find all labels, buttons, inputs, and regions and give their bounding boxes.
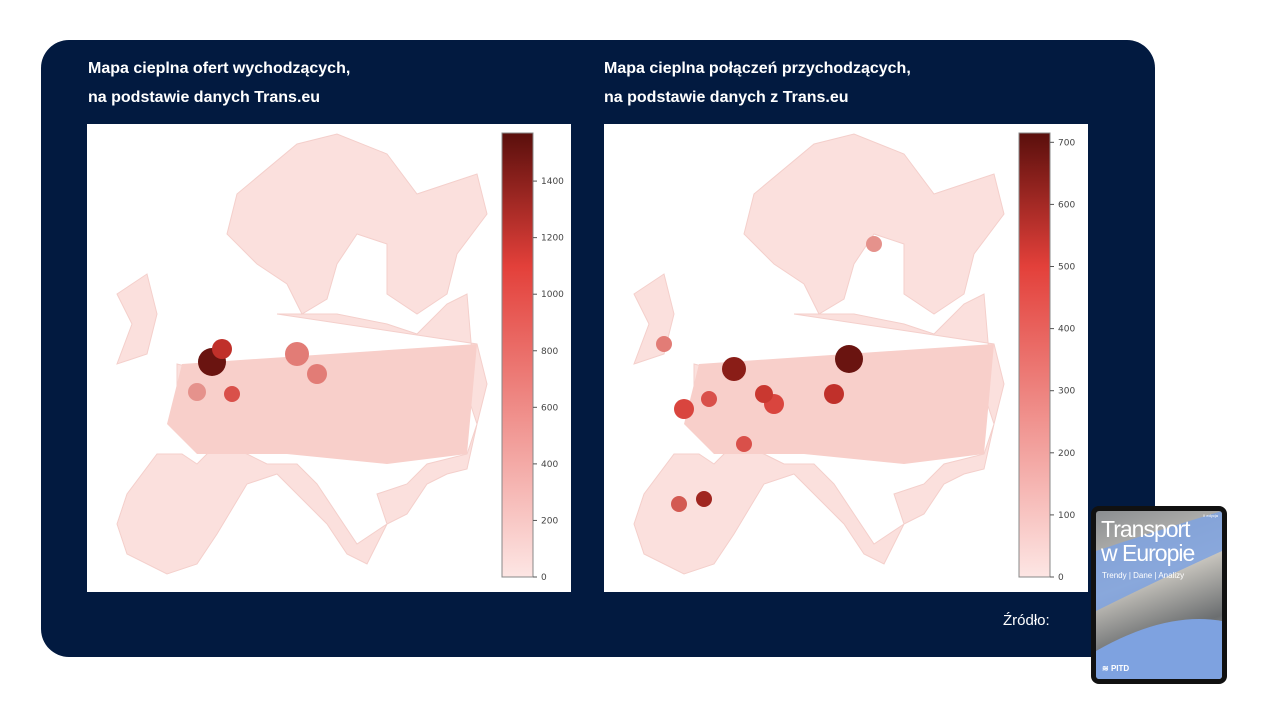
colorbar-tick-label: 800 [541,347,558,357]
colorbar-tick-label: 0 [1058,573,1064,583]
colorbar-tick-label: 200 [541,516,558,526]
colorbar-tick-label: 1200 [541,234,564,244]
hotspot-cell [188,383,206,401]
colorbar-tick-label: 400 [1058,325,1075,335]
colorbar-tick-label: 500 [1058,263,1075,273]
left-heatmap: 0 200 400 600 800 1000 1200 1400 [87,124,571,592]
hotspot-cell [671,496,687,512]
left-title-line2: na podstawie danych Trans.eu [88,89,321,106]
hotspot-cell [701,391,717,407]
colorbar-tick-label: 100 [1058,511,1075,521]
colorbar-tick-label: 600 [1058,200,1075,210]
hotspot-cell [307,364,327,384]
europe-landmass [116,133,488,575]
hotspot-cell [755,385,773,403]
publication-title: Transport w Europie [1101,516,1195,566]
right-map-title: Mapa cieplna połączeń przychodzących, na … [604,54,911,112]
hotspot-cell [224,386,240,402]
right-title-line1: Mapa cieplna połączeń przychodzących, [604,60,911,77]
hotspot-cell [674,399,694,419]
hotspot-cell [866,236,882,252]
colorbar [1018,132,1051,578]
colorbar-tick-label: 1400 [541,177,564,187]
central-europe-region [684,344,994,464]
hotspot-cell [212,339,232,359]
hotspot-cell [722,357,746,381]
colorbar-tick-label: 1000 [541,290,564,300]
publication-subtitle: Trendy | Dane | Analizy [1102,571,1185,580]
publication-cover[interactable]: II edycja Transport w Europie Trendy | Da… [1091,506,1227,684]
hotspot-cell [835,345,863,373]
left-map-title: Mapa cieplna ofert wychodzących, na podst… [88,54,350,112]
colorbar-tick-label: 300 [1058,387,1075,397]
left-title-line1: Mapa cieplna ofert wychodzących, [88,60,351,77]
central-europe-region [167,344,477,464]
hotspot-cell [824,384,844,404]
hotspot-cell [285,342,309,366]
colorbar-tick-label: 0 [541,573,547,583]
right-heatmap: 0 100 200 300 400 500 600 700 [604,124,1088,592]
hotspot-cell [696,491,712,507]
colorbar [501,132,534,578]
hotspot-cell [736,436,752,452]
europe-landmass [633,133,1005,575]
colorbar-tick-label: 400 [541,460,558,470]
edition-label: II edycja [1203,513,1218,518]
hotspot-cell [656,336,672,352]
pitd-logo: ≋ PITD [1102,664,1130,673]
colorbar-tick-label: 700 [1058,138,1075,148]
right-title-line2: na podstawie danych z Trans.eu [604,89,849,106]
colorbar-tick-label: 600 [541,403,558,413]
colorbar-tick-label: 200 [1058,449,1075,459]
source-label: Źródło: [1003,612,1050,629]
